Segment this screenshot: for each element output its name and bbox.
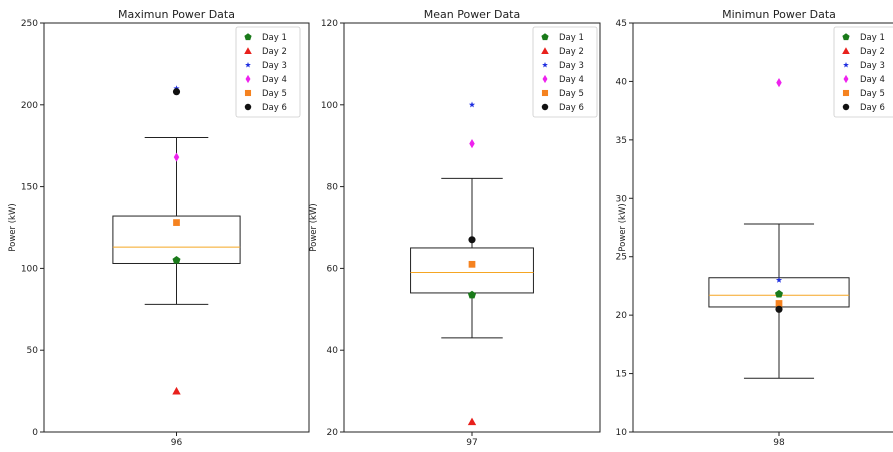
data-point-day-6 <box>468 236 476 244</box>
chart-panel-3: Minimun Power Data Power (kW) 10 15 20 25 30 35… <box>616 8 893 448</box>
data-point-day-4 <box>469 139 475 149</box>
data-point-day-2 <box>467 417 477 426</box>
legend-marker-day-1 <box>244 33 252 41</box>
legend-label: Day 2 <box>262 47 287 57</box>
y-tick-label: 45 <box>616 19 627 29</box>
data-point-day-6 <box>775 305 783 313</box>
legend-label: Day 5 <box>262 89 287 99</box>
y-tick-label: 35 <box>616 136 627 146</box>
y-tick-label: 40 <box>327 346 339 356</box>
chart-title: Mean Power Data <box>424 8 521 21</box>
legend-label: Day 2 <box>559 47 584 57</box>
y-tick-label: 100 <box>21 264 38 274</box>
iqr-box <box>410 247 534 294</box>
legend-marker-day-3 <box>542 61 548 68</box>
data-point-day-1 <box>468 290 476 299</box>
x-tick-label: 97 <box>466 438 477 448</box>
legend-marker-day-6 <box>842 103 850 111</box>
legend-label: Day 4 <box>559 75 584 85</box>
chart-panel-2: Mean Power Data Power (kW) 20 40 60 80 100 120 9… <box>309 8 601 448</box>
data-point-day-5 <box>775 300 783 307</box>
legend-label: Day 3 <box>860 61 885 71</box>
legend-marker-day-1 <box>842 33 850 41</box>
legend: Day 1 Day 2 Day 3 Day 4 Day 5 Day 6 <box>532 26 598 118</box>
data-point-day-4 <box>776 77 782 88</box>
legend-label: Day 4 <box>860 75 885 85</box>
data-point-day-1 <box>172 256 181 264</box>
chart-title: Maximun Power Data <box>118 8 235 21</box>
legend-label: Day 1 <box>262 33 287 43</box>
data-point-day-3 <box>173 85 180 92</box>
y-tick-label: 100 <box>321 101 338 111</box>
legend-label: Day 1 <box>860 33 885 43</box>
data-point-day-2 <box>172 386 181 395</box>
legend-marker-day-4 <box>843 74 849 84</box>
legend-label: Day 4 <box>262 75 287 85</box>
y-tick-label: 120 <box>321 19 338 29</box>
legend-label: Day 2 <box>860 47 885 57</box>
y-tick-label: 20 <box>327 428 339 438</box>
legend-marker-day-6 <box>244 103 252 111</box>
legend-label: Day 5 <box>559 89 584 99</box>
legend-marker-day-4 <box>245 74 251 84</box>
x-tick-label: 98 <box>773 438 785 448</box>
y-tick-label: 30 <box>616 194 628 204</box>
data-point-day-6 <box>172 88 181 96</box>
legend-marker-day-3 <box>843 61 849 68</box>
legend-frame <box>235 26 301 118</box>
legend-marker-day-2 <box>842 47 850 55</box>
y-tick-label: 15 <box>616 370 627 380</box>
data-point-day-3 <box>468 101 476 108</box>
y-tick-label: 60 <box>327 264 339 274</box>
y-tick-label: 40 <box>616 77 628 87</box>
data-point-day-5 <box>173 219 180 226</box>
data-point-day-1 <box>775 289 783 298</box>
legend-marker-day-1 <box>541 33 549 41</box>
y-tick-label: 10 <box>616 428 628 438</box>
legend-marker-day-2 <box>541 47 549 55</box>
y-tick-label: 200 <box>21 101 38 111</box>
y-axis-label: Power (kW) <box>8 203 18 251</box>
legend-label: Day 6 <box>860 103 885 113</box>
legend-marker-day-5 <box>244 89 252 97</box>
y-axis-label: Power (kW) <box>618 203 628 251</box>
data-point-day-5 <box>468 260 476 268</box>
y-tick-label: 150 <box>21 183 38 193</box>
y-tick-label: 0 <box>32 428 38 438</box>
legend-marker-day-2 <box>244 47 252 55</box>
y-axis-label: Power (kW) <box>309 203 319 251</box>
legend-label: Day 3 <box>559 61 584 71</box>
y-tick-label: 25 <box>616 253 627 263</box>
legend-label: Day 6 <box>559 103 584 113</box>
legend-label: Day 6 <box>262 103 287 113</box>
legend-marker-day-6 <box>541 103 549 111</box>
y-tick-label: 50 <box>27 346 39 356</box>
legend: Day 1 Day 2 Day 3 Day 4 Day 5 Day 6 <box>833 26 893 118</box>
legend-frame <box>532 26 598 118</box>
x-tick-label: 96 <box>171 438 183 448</box>
y-tick-label: 80 <box>327 183 339 193</box>
data-point-day-3 <box>775 276 783 283</box>
y-tick-label: 250 <box>21 19 38 29</box>
legend-label: Day 5 <box>860 89 885 99</box>
legend-label: Day 3 <box>262 61 287 71</box>
chart-title: Minimun Power Data <box>722 8 836 21</box>
legend-marker-day-4 <box>542 74 548 84</box>
legend-marker-day-3 <box>245 61 251 68</box>
legend-marker-day-5 <box>541 89 549 97</box>
legend-label: Day 1 <box>559 33 584 43</box>
legend-marker-day-5 <box>842 89 850 97</box>
data-point-day-4 <box>173 152 180 162</box>
chart-panel-1: Maximun Power Data Power (kW) 0 50 100 150 200… <box>8 8 310 448</box>
y-tick-label: 20 <box>616 311 628 321</box>
legend: Day 1 Day 2 Day 3 Day 4 Day 5 Day 6 <box>235 26 301 118</box>
